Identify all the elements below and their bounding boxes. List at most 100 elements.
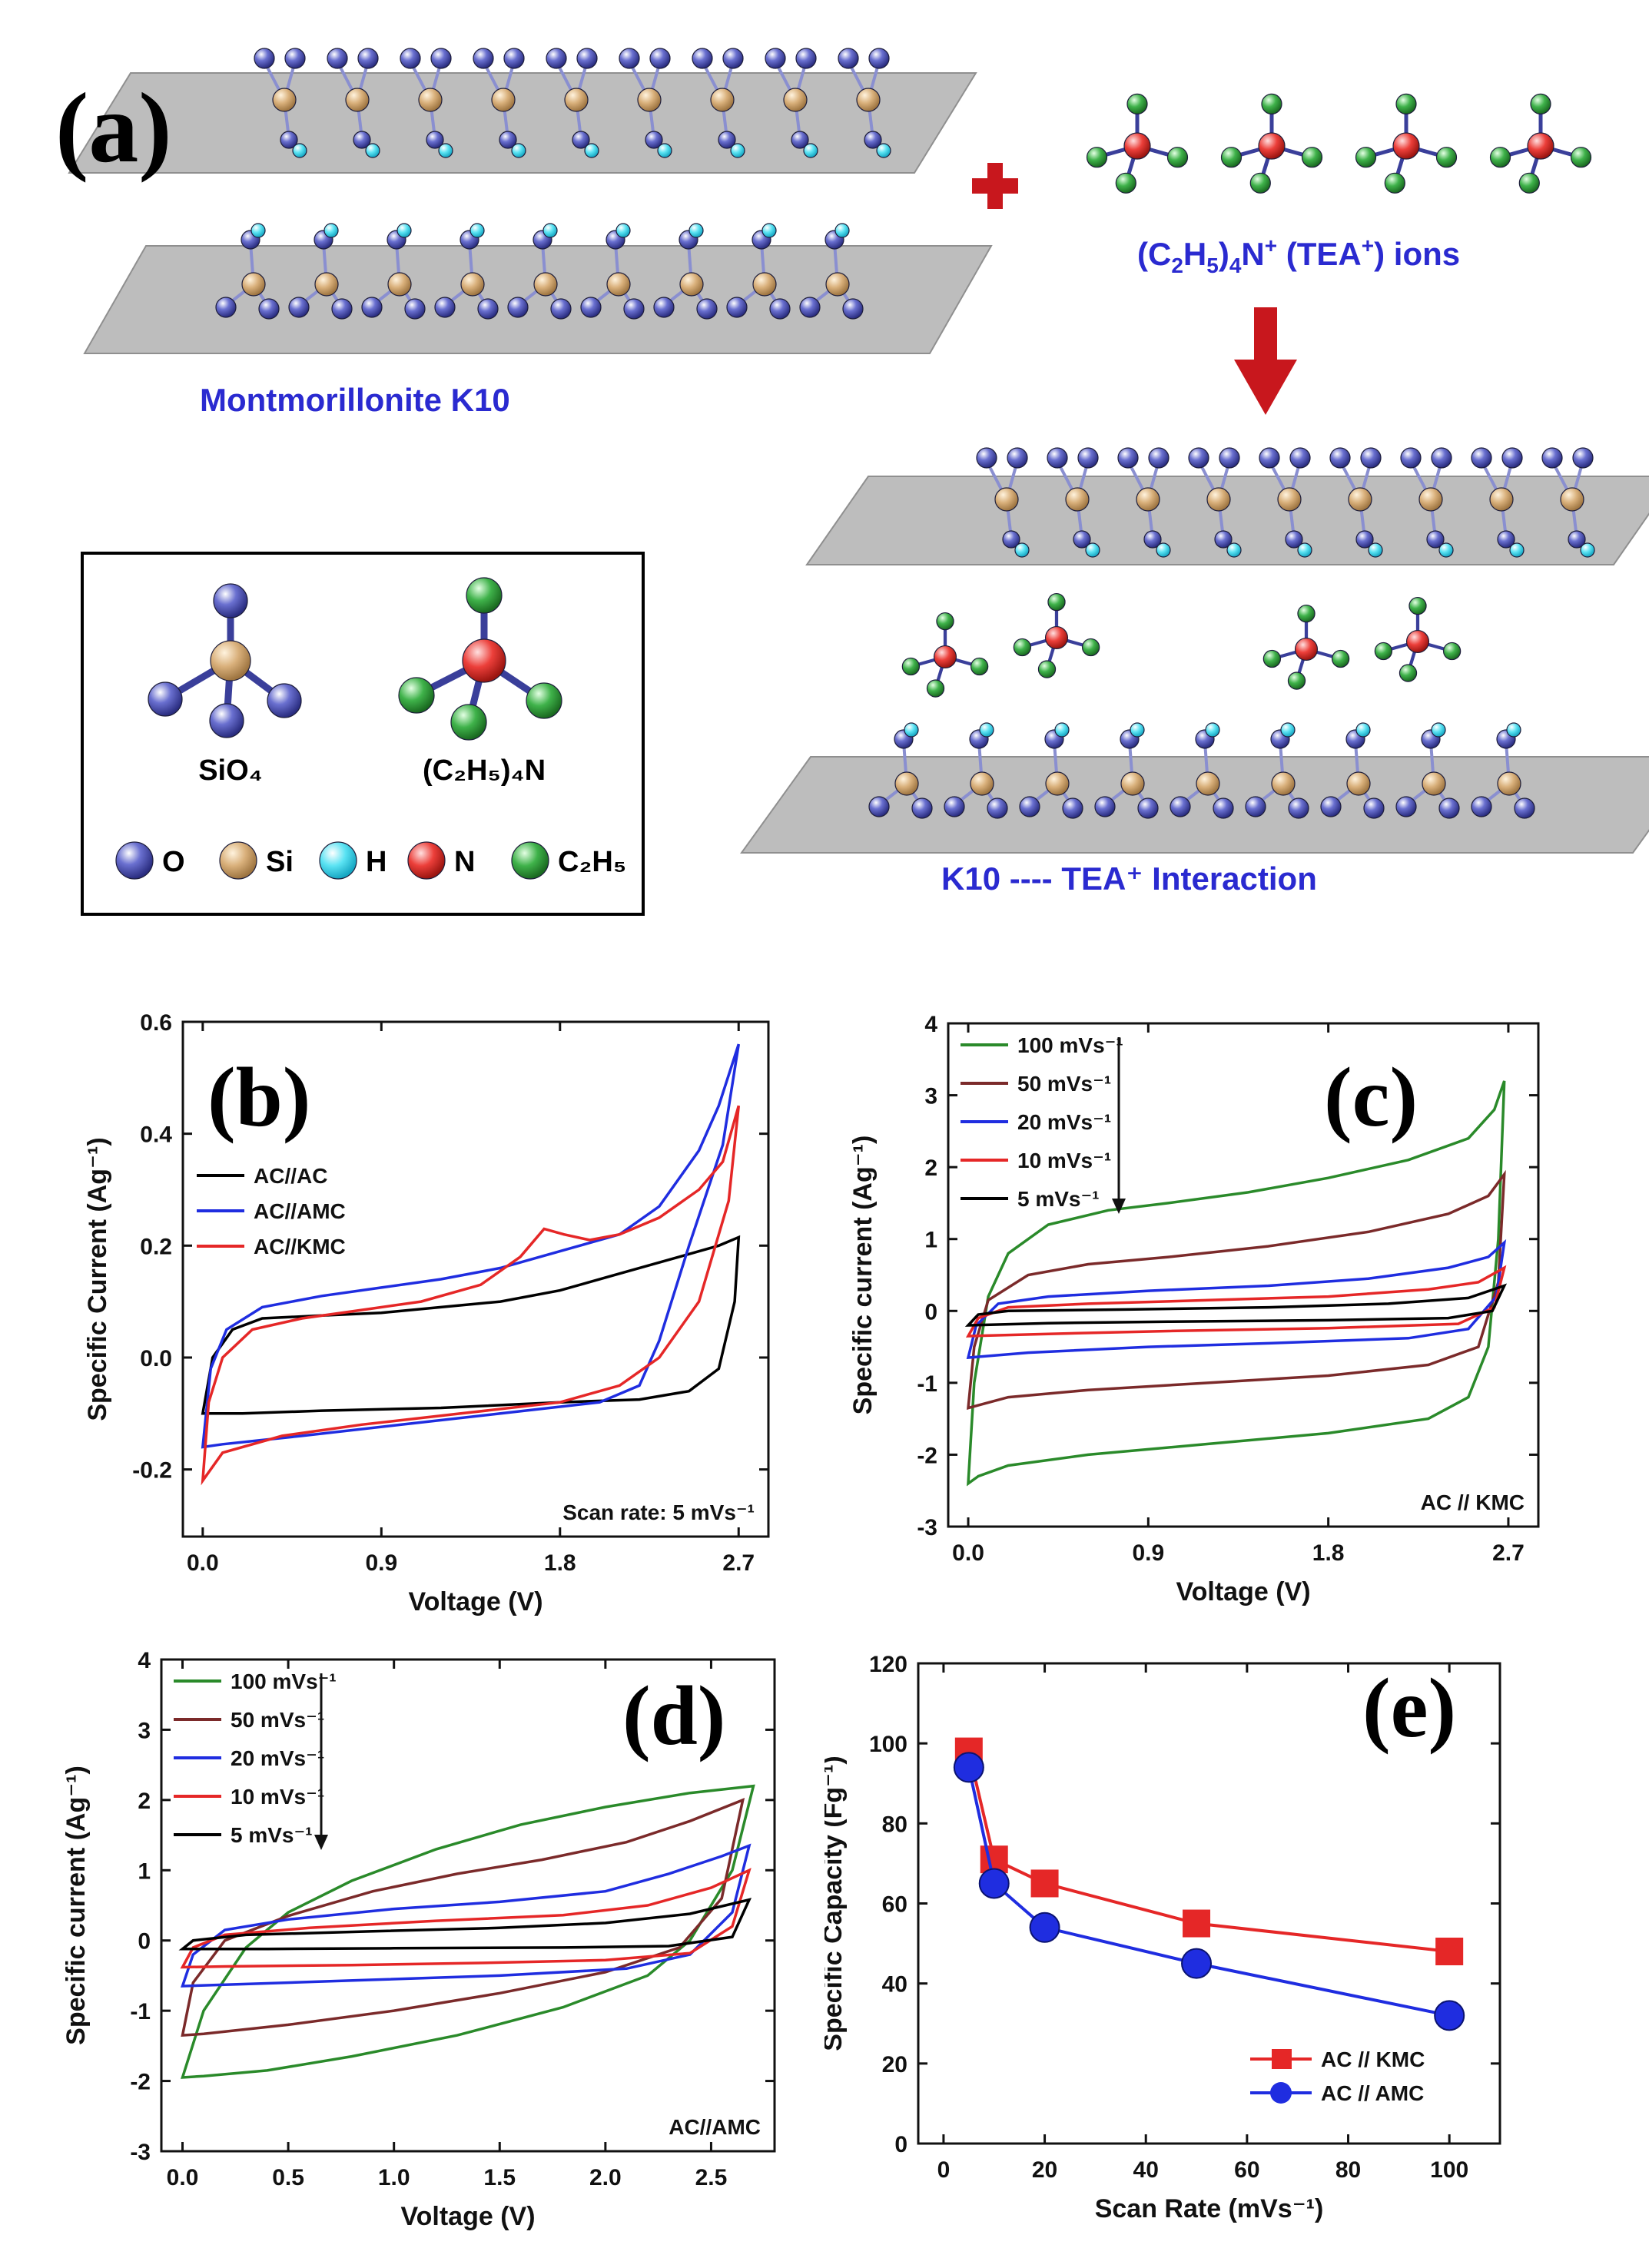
y-tick-label: 20 <box>882 2052 907 2077</box>
o-atom <box>213 583 248 618</box>
legend-label: 5 mVs⁻¹ <box>231 1823 313 1847</box>
ethyl-atom <box>1489 147 1511 168</box>
o-atom <box>1285 530 1303 549</box>
y-tick-label: 1 <box>138 1858 151 1884</box>
y-tick-label: -2 <box>917 1443 937 1468</box>
legend-entry: AC // AMC <box>1250 2081 1424 2105</box>
o-atom <box>507 297 529 318</box>
legend-atom-label: N <box>454 846 475 878</box>
h-atom <box>1054 722 1070 738</box>
sio4-unit <box>868 722 933 819</box>
y-tick-label: 0.6 <box>140 1010 172 1036</box>
legend-label: 10 mVs⁻¹ <box>1017 1149 1111 1172</box>
chart-annotation: AC // KMC <box>1421 1490 1525 1514</box>
ethyl-atom <box>398 677 435 714</box>
sio4-unit <box>254 48 307 158</box>
y-axis-label: Specific Current (Ag⁻¹) <box>83 1137 112 1421</box>
ethyl-atom <box>1287 671 1306 690</box>
o-atom <box>1329 447 1351 469</box>
si-atom <box>491 88 516 112</box>
x-tick-label: 0.0 <box>952 1540 984 1566</box>
chart-annotation: AC//AMC <box>669 2115 761 2139</box>
sio4-unit <box>1259 447 1312 558</box>
x-tick-label: 2.7 <box>1492 1540 1525 1566</box>
o-atom <box>769 298 791 320</box>
n-atom <box>1527 132 1554 160</box>
y-tick-label: 3 <box>924 1084 937 1109</box>
panel-letter-c: (c) <box>1324 1050 1418 1144</box>
ethyl-atom <box>1398 664 1418 682</box>
si-atom <box>418 88 443 112</box>
x-tick-label: 100 <box>1430 2157 1468 2183</box>
sio4-unit <box>1047 447 1100 558</box>
o-atom <box>267 683 302 718</box>
n-atom <box>1258 132 1286 160</box>
x-axis-label: Voltage (V) <box>400 2202 535 2231</box>
o-atom <box>1355 530 1374 549</box>
ethyl-atom <box>1570 147 1592 168</box>
plot-frame <box>181 1020 770 1538</box>
o-atom <box>1047 447 1068 469</box>
legend-entry: AC//AMC <box>197 1199 346 1223</box>
si-atom <box>564 88 589 112</box>
h-atom <box>1438 542 1454 558</box>
h-atom <box>979 722 994 738</box>
x-tick-label: 1.5 <box>483 2165 516 2190</box>
sio4-unit <box>653 223 718 320</box>
legend-atom-swatch <box>407 841 446 880</box>
o-atom <box>864 131 882 149</box>
sio4-unit <box>619 48 672 158</box>
sio4-unit <box>580 223 645 320</box>
sio4-unit <box>726 223 791 320</box>
y-tick-label: 100 <box>869 1732 907 1757</box>
sio4-unit <box>1329 447 1383 558</box>
o-atom <box>1148 447 1170 469</box>
h-atom <box>396 223 412 238</box>
x-tick-label: 0.0 <box>187 1550 219 1576</box>
y-tick-label: 4 <box>924 1012 937 1037</box>
legend-label: AC//KMC <box>254 1235 346 1258</box>
legend-label: 50 mVs⁻¹ <box>231 1708 324 1732</box>
sio4-unit <box>1019 722 1083 819</box>
o-atom <box>911 797 933 819</box>
si-atom <box>460 272 485 297</box>
legend-label: AC // KMC <box>1321 2048 1425 2071</box>
ethyl-atom <box>1037 660 1057 678</box>
sio4-unit <box>1471 722 1535 819</box>
o-atom <box>838 48 859 69</box>
ethyl-atom <box>936 612 954 631</box>
ethyl-atom <box>1126 93 1148 114</box>
sio4-unit <box>799 223 864 320</box>
legend-atom-swatch <box>219 841 257 880</box>
sio4-unit <box>1320 722 1385 819</box>
ethyl-atom <box>450 704 487 741</box>
y-tick-label: -0.2 <box>132 1458 172 1484</box>
legend-entry: 20 mVs⁻¹ <box>961 1110 1111 1134</box>
legend-marker <box>1272 2049 1292 2069</box>
chart-panel-e: 0 20 40 60 80 100 0 20 40 60 80 100 120 Scan Rate (mV… <box>824 1652 1501 2223</box>
legend-label: 100 mVs⁻¹ <box>231 1670 337 1693</box>
down-arrow-icon <box>1234 307 1297 415</box>
panel-letter-b: (b) <box>207 1050 310 1144</box>
h-atom <box>1580 542 1595 558</box>
y-axis-label: Specific current (Ag⁻¹) <box>848 1136 878 1415</box>
o-atom <box>1426 530 1445 549</box>
y-tick-label: -3 <box>917 1515 937 1540</box>
y-tick-label: 0.2 <box>140 1234 172 1259</box>
y-tick-label: 1 <box>924 1228 937 1253</box>
ethyl-atom <box>1384 172 1405 194</box>
ethyl-atom <box>1115 172 1136 194</box>
o-atom <box>426 131 444 149</box>
n-atom <box>1405 629 1430 654</box>
o-atom <box>148 681 183 717</box>
o-atom <box>842 298 864 320</box>
ethyl-atom <box>1408 596 1427 615</box>
chart-panel-d: 0.0 0.5 1.0 1.5 2.0 2.5 -3 -2 -1 0 1 2 3 4 Voltage (V)… <box>61 1648 776 2231</box>
legend-label: 5 mVs⁻¹ <box>1017 1187 1100 1211</box>
ethyl-atom <box>1518 172 1540 194</box>
tea-ions-group <box>901 93 1592 698</box>
legend-atom-swatch <box>511 841 549 880</box>
tea-ion <box>1355 93 1458 194</box>
h-atom <box>803 143 818 158</box>
x-tick-label: 0.9 <box>365 1550 397 1576</box>
